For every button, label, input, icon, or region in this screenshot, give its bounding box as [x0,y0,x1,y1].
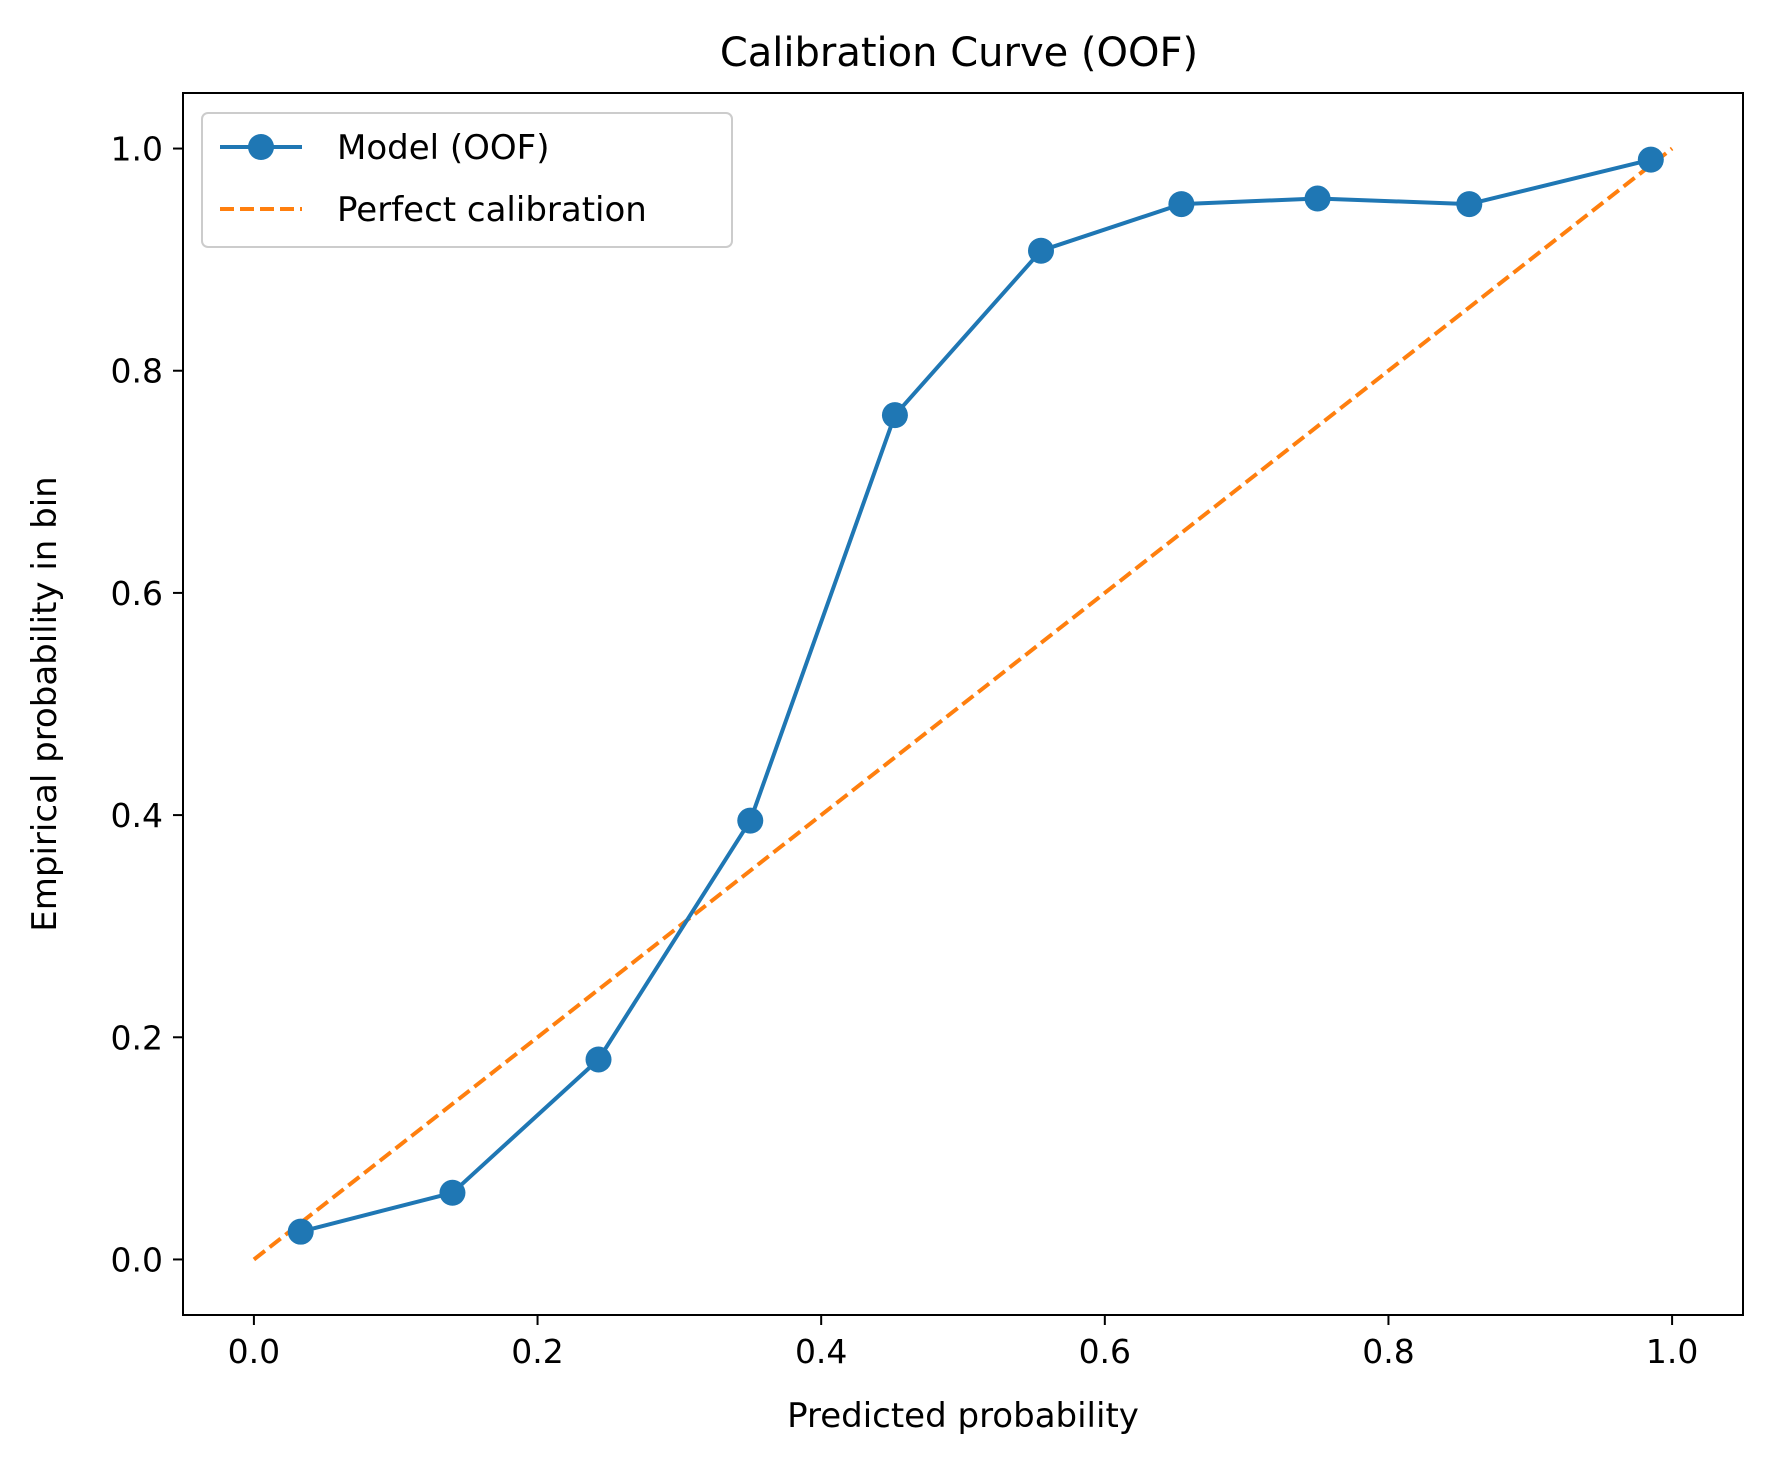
x-tick-label: 0.0 [228,1332,280,1371]
x-axis-label: Predicted probability [787,1396,1139,1436]
chart-title: Calibration Curve (OOF) [720,30,1198,76]
x-tick-label: 0.6 [1079,1332,1131,1371]
x-tick-label: 0.4 [795,1332,847,1371]
model-point [585,1046,612,1073]
y-tick-label: 0.6 [111,574,163,613]
x-tick-label: 0.2 [511,1332,563,1371]
legend-model-label: Model (OOF) [337,128,550,168]
y-tick-label: 0.8 [111,352,163,391]
x-tick-label: 1.0 [1646,1332,1698,1371]
y-tick-label: 1.0 [111,130,163,169]
legend-model-marker [248,134,274,160]
y-axis-label: Empirical probability in bin [25,476,65,931]
legend: Model (OOF) Perfect calibration [201,112,733,248]
model-line [300,157,1652,1234]
model-point [439,1179,466,1206]
model-point [287,1218,314,1245]
model-point [1637,146,1664,173]
model-point [881,402,908,429]
model-point [1304,185,1331,212]
plot-frame [182,92,1744,1316]
y-tick-label: 0.2 [111,1018,163,1057]
legend-box [201,112,733,248]
model-point [1028,237,1054,264]
legend-perfect-label: Perfect calibration [337,190,647,230]
model-point [1168,191,1195,218]
axis-ticks: 0.0 0.2 0.4 0.6 0.8 1.0 0.0 0.2 0.4 0.6 0.8 1.0 [111,130,1699,1371]
model-point [1456,191,1483,218]
y-tick-label: 0.4 [111,796,163,835]
x-tick-label: 0.8 [1362,1332,1414,1371]
series-layer [252,146,1674,1262]
y-tick-label: 0.0 [111,1240,163,1279]
perfect-calibration-line [252,146,1674,1262]
model-point [737,807,764,834]
